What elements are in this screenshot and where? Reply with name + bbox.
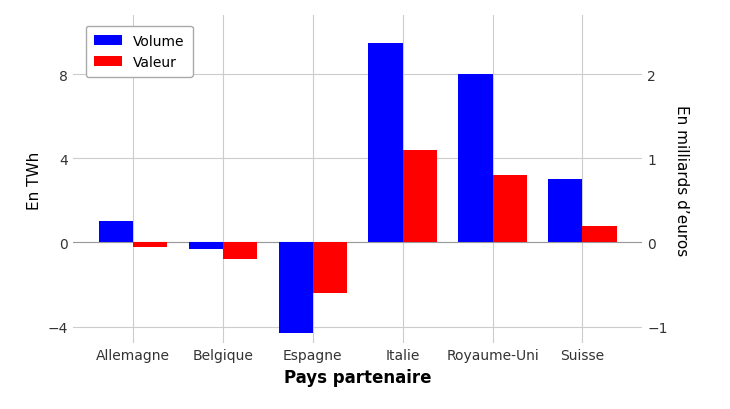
X-axis label: Pays partenaire: Pays partenaire xyxy=(284,368,431,386)
Bar xyxy=(493,176,526,243)
Bar xyxy=(403,151,437,243)
Bar xyxy=(458,75,493,243)
Bar xyxy=(279,243,312,333)
Bar xyxy=(223,243,257,260)
Y-axis label: En milliards d’euros: En milliards d’euros xyxy=(674,105,688,255)
Bar xyxy=(369,44,403,243)
Y-axis label: En TWh: En TWh xyxy=(27,151,42,209)
Legend: Volume, Valeur: Volume, Valeur xyxy=(85,27,193,78)
Bar xyxy=(548,180,583,243)
Bar xyxy=(312,243,347,293)
Bar xyxy=(189,243,223,249)
Bar xyxy=(99,222,133,243)
Bar xyxy=(583,226,617,243)
Bar xyxy=(133,243,167,247)
